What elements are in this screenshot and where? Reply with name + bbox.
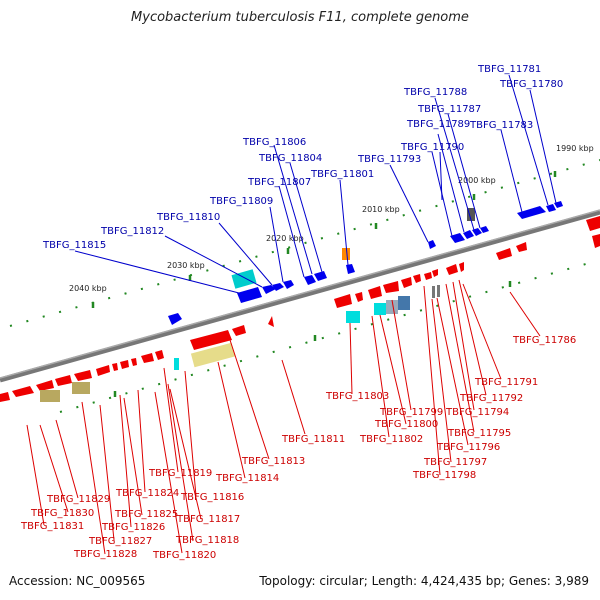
gene-label: TBFG_11814 (215, 473, 279, 484)
gene-label: TBFG_11830 (30, 508, 94, 519)
gene-label: TBFG_11828 (73, 549, 137, 560)
gene-label: TBFG_11811 (281, 434, 345, 445)
gene-label: TBFG_11781 (477, 64, 541, 75)
gene-label: TBFG_11783 (469, 120, 533, 131)
reverse-genes (0, 216, 600, 402)
gene-label: TBFG_11798 (412, 470, 476, 481)
gene-label: TBFG_11831 (20, 521, 84, 532)
olive-feature (40, 390, 60, 402)
gene-label: TBFG_11817 (176, 514, 240, 525)
gray-feature (437, 285, 440, 297)
gene-label: TBFG_11800 (374, 419, 438, 430)
gene-label: TBFG_11806 (242, 137, 306, 148)
gray-feature (432, 286, 435, 298)
gene-label: TBFG_11813 (241, 456, 305, 467)
tick-label: 2030 kbp (167, 261, 205, 270)
gene-label: TBFG_11812 (100, 226, 164, 237)
gene-label: TBFG_11820 (152, 550, 216, 561)
genome-backbone (0, 209, 600, 383)
tick-label: 2020 kbp (266, 234, 304, 243)
cyan-feature (174, 358, 179, 370)
orange-feature (342, 248, 350, 260)
reverse-gene-labels: TBFG_11786 TBFG_11791 TBFG_11792 TBFG_11… (20, 335, 576, 561)
forward-leaders (74, 74, 557, 294)
cyan-feature (374, 303, 386, 315)
gene-label: TBFG_11794 (445, 407, 509, 418)
cyan-feature (346, 311, 360, 323)
olive-feature (72, 382, 90, 394)
gene-label: TBFG_11797 (423, 457, 487, 468)
gene-label: TBFG_11803 (325, 391, 389, 402)
gene-label: TBFG_11829 (46, 494, 110, 505)
reverse-leaders (26, 279, 541, 555)
gray-feature (467, 208, 475, 221)
gene-label: TBFG_11824 (115, 488, 179, 499)
gene-label: TBFG_11816 (180, 492, 244, 503)
gene-label: TBFG_11807 (247, 177, 311, 188)
steel-feature (398, 296, 410, 310)
ruler-tracks (9, 159, 600, 413)
gene-label: TBFG_11791 (474, 377, 538, 388)
gene-label: TBFG_11795 (447, 428, 511, 439)
gene-label: TBFG_11792 (459, 393, 523, 404)
gene-label: TBFG_11804 (258, 153, 322, 164)
gene-label: TBFG_11815 (42, 240, 106, 251)
gene-label: TBFG_11786 (512, 335, 576, 346)
topology-text: Topology: circular; Length: 4,424,435 bp… (259, 574, 589, 588)
map-title: Mycobacterium tuberculosis F11, complete… (131, 10, 469, 25)
tick-label: 2040 kbp (69, 284, 107, 293)
gene-label: TBFG_11787 (417, 104, 481, 115)
gene-label: TBFG_11818 (175, 535, 239, 546)
gene-label: TBFG_11819 (148, 468, 212, 479)
forward-genes (168, 201, 563, 325)
cyan-feature (231, 269, 257, 289)
gene-label: TBFG_11802 (359, 434, 423, 445)
gene-label: TBFG_11799 (379, 407, 443, 418)
tick-label: 2010 kbp (362, 205, 400, 214)
major-ticks (91, 171, 557, 397)
gene-label: TBFG_11825 (114, 509, 178, 520)
gene-label: TBFG_11826 (101, 522, 165, 533)
tick-label: 1990 kbp (556, 144, 594, 153)
gene-label: TBFG_11809 (209, 196, 273, 207)
gene-label: TBFG_11780 (499, 79, 563, 90)
gene-label: TBFG_11796 (436, 442, 500, 453)
gene-label: TBFG_11793 (357, 154, 421, 165)
gene-label: TBFG_11789 (406, 119, 470, 130)
gene-label: TBFG_11810 (156, 212, 220, 223)
khaki-feature (190, 342, 236, 368)
steel-feature (386, 300, 398, 314)
tick-label: 2000 kbp (458, 176, 496, 185)
gene-label: TBFG_11801 (310, 169, 374, 180)
gene-label: TBFG_11788 (403, 87, 467, 98)
gene-label: TBFG_11827 (88, 536, 152, 547)
gene-label: TBFG_11790 (400, 142, 464, 153)
accession-text: Accession: NC_009565 (9, 574, 146, 588)
forward-gene-labels: TBFG_11815 TBFG_11812 TBFG_11810 TBFG_11… (42, 64, 563, 251)
